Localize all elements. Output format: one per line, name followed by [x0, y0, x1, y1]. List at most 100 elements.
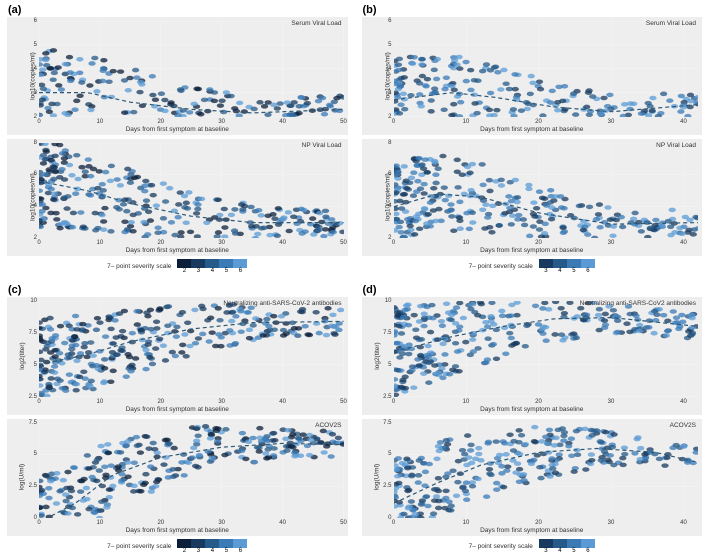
- legend-tick-label: 3: [539, 548, 553, 554]
- y-tick-label: 4: [380, 203, 392, 209]
- x-tick-label: 30: [218, 520, 225, 526]
- y-tick-label: 7.5: [380, 330, 392, 336]
- x-tick-label: 40: [680, 520, 687, 526]
- legend-swatch: [581, 539, 595, 548]
- x-tick-label: 40: [680, 119, 687, 125]
- panel-b: (b)Serum Viral Loadlog10(copies/ml)Days …: [357, 2, 708, 278]
- legend-tick-label: 2: [177, 548, 191, 554]
- x-tick-label: 50: [340, 520, 347, 526]
- severity-legend: 7– point severity scale23456: [2, 257, 353, 278]
- x-tick-label: 40: [279, 399, 286, 405]
- legend-tick-label: 6: [581, 268, 595, 274]
- y-tick-label: 6: [25, 18, 37, 24]
- x-tick-label: 10: [463, 119, 470, 125]
- scatter-chart: Neutralizing anti-SARS-CoV-2 antibodiesl…: [6, 296, 349, 416]
- legend-tick-label: 4: [553, 548, 567, 554]
- panel-c: (c)Neutralizing anti-SARS-CoV-2 antibodi…: [2, 282, 353, 558]
- legend-swatch: [219, 539, 233, 548]
- panel-label: (b): [363, 4, 377, 16]
- y-tick-label: 10: [25, 298, 37, 304]
- scatter-chart: Serum Viral Loadlog10(copies/ml)Days fro…: [361, 16, 704, 136]
- x-tick-label: 30: [218, 399, 225, 405]
- y-tick-label: 2: [380, 235, 392, 241]
- x-axis-label: Days from first symptom at baseline: [126, 406, 229, 413]
- x-axis-label: Days from first symptom at baseline: [480, 527, 583, 534]
- chart-subtitle: NP Viral Load: [656, 142, 696, 149]
- x-tick-label: 20: [157, 399, 164, 405]
- legend-swatch: [191, 259, 205, 268]
- x-tick-label: 0: [37, 399, 40, 405]
- plot-area: [39, 301, 344, 397]
- x-tick-label: 40: [680, 240, 687, 246]
- plot-area: [394, 301, 699, 397]
- legend-swatch: [219, 259, 233, 268]
- x-tick-label: 30: [608, 520, 615, 526]
- x-tick-label: 20: [535, 240, 542, 246]
- y-tick-label: 2.5: [25, 394, 37, 400]
- y-tick-label: 4: [25, 66, 37, 72]
- legend-swatch: [553, 539, 567, 548]
- legend-tick-label: 5: [219, 268, 233, 274]
- y-tick-label: 2.5: [380, 483, 392, 489]
- x-axis-label: Days from first symptom at baseline: [126, 247, 229, 254]
- y-tick-label: 5: [380, 451, 392, 457]
- x-tick-label: 40: [680, 399, 687, 405]
- legend-title: 7– point severity scale: [107, 263, 171, 270]
- x-tick-label: 10: [463, 520, 470, 526]
- scatter-chart: ACOV2Slog(U/ml)Days from first symptom a…: [361, 418, 704, 538]
- y-tick-label: 5: [25, 451, 37, 457]
- x-tick-label: 0: [37, 520, 40, 526]
- legend-tick-label: 4: [205, 268, 219, 274]
- legend-tick-label: 6: [233, 268, 247, 274]
- x-tick-label: 30: [218, 119, 225, 125]
- x-axis-label: Days from first symptom at baseline: [480, 406, 583, 413]
- legend-tick-label: 5: [567, 268, 581, 274]
- chart-subtitle: Neutralizing anti-SARS-CoV2 antibodies: [580, 300, 696, 307]
- chart-subtitle: NP Viral Load: [302, 142, 342, 149]
- x-axis-label: Days from first symptom at baseline: [126, 126, 229, 133]
- x-tick-label: 10: [97, 119, 104, 125]
- plot-area: [39, 143, 344, 239]
- x-tick-label: 20: [157, 520, 164, 526]
- chart-subtitle: Serum Viral Load: [291, 20, 341, 27]
- scatter-chart: NP Viral Loadlog10(copies/ml)Days from f…: [361, 138, 704, 258]
- x-tick-label: 30: [608, 399, 615, 405]
- x-tick-label: 10: [463, 240, 470, 246]
- x-tick-label: 0: [392, 520, 395, 526]
- legend-tick-label: 4: [553, 268, 567, 274]
- x-tick-label: 20: [535, 399, 542, 405]
- chart-subtitle: Neutralizing anti-SARS-CoV-2 antibodies: [223, 300, 341, 307]
- x-tick-label: 40: [279, 520, 286, 526]
- x-tick-label: 30: [608, 240, 615, 246]
- legend-swatch: [205, 539, 219, 548]
- legend-tick-label: 3: [191, 548, 205, 554]
- severity-legend: 7– point severity scale3456: [357, 537, 708, 558]
- scatter-chart: NP Viral Loadlog10(copies/ml)Days from f…: [6, 138, 349, 258]
- y-tick-label: 8: [25, 140, 37, 146]
- panel-d: (d)Neutralizing anti-SARS-CoV2 antibodie…: [357, 282, 708, 558]
- y-tick-label: 3: [380, 90, 392, 96]
- x-tick-label: 40: [279, 240, 286, 246]
- legend-swatch: [191, 539, 205, 548]
- x-tick-label: 50: [340, 119, 347, 125]
- y-tick-label: 7.5: [25, 420, 37, 426]
- legend-tick-label: 2: [177, 268, 191, 274]
- legend-tick-label: 3: [539, 268, 553, 274]
- legend-tick-label: 5: [567, 548, 581, 554]
- chart-subtitle: ACOV2S: [315, 422, 341, 429]
- panel-label: (a): [8, 4, 21, 16]
- y-tick-label: 8: [380, 140, 392, 146]
- x-tick-label: 30: [218, 240, 225, 246]
- x-tick-label: 50: [340, 399, 347, 405]
- y-tick-label: 6: [380, 171, 392, 177]
- y-tick-label: 5: [380, 42, 392, 48]
- x-tick-label: 20: [535, 119, 542, 125]
- y-tick-label: 5: [25, 362, 37, 368]
- plot-area: [394, 143, 699, 239]
- y-tick-label: 7.5: [380, 420, 392, 426]
- legend-tick-label: 6: [233, 548, 247, 554]
- y-tick-label: 7.5: [25, 330, 37, 336]
- legend-swatch: [205, 259, 219, 268]
- y-tick-label: 2: [380, 114, 392, 120]
- legend-swatch: [553, 259, 567, 268]
